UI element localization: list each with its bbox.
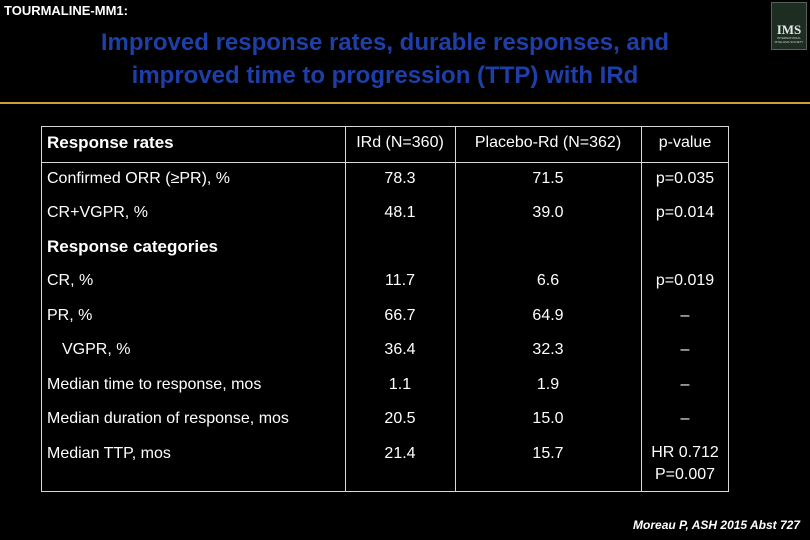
ttp-p-value: P=0.007 <box>654 466 716 483</box>
p-value: – <box>680 410 690 427</box>
p-value: – <box>680 341 690 358</box>
hazard-ratio: HR 0.712 <box>651 444 719 461</box>
header-ird: IRd (N=360) <box>356 134 444 151</box>
ird-value: 20.5 <box>384 410 416 427</box>
title-line-1: Improved response rates, durable respons… <box>100 29 670 56</box>
table-border-top <box>41 126 729 127</box>
ird-value: 11.7 <box>385 272 415 289</box>
row-label: CR, % <box>47 272 94 289</box>
placebo-value: 71.5 <box>532 170 564 187</box>
header-divider <box>41 162 729 163</box>
logo-mark: IMS <box>776 22 802 37</box>
ird-value: 21.4 <box>384 445 416 462</box>
row-label: PR, % <box>47 307 93 324</box>
logo-subtext: INTERNATIONAL MYELOMA SOCIETY <box>774 36 804 44</box>
col-divider-2 <box>455 126 456 492</box>
placebo-value: 15.0 <box>532 410 564 427</box>
row-label: CR+VGPR, % <box>47 204 148 221</box>
p-value: – <box>680 376 690 393</box>
placebo-value: 32.3 <box>532 341 564 358</box>
p-value: p=0.035 <box>655 170 715 187</box>
row-label: Median duration of response, mos <box>47 410 289 427</box>
row-label: Median time to response, mos <box>47 376 262 393</box>
placebo-value: 15.7 <box>532 445 564 462</box>
row-label: Median TTP, mos <box>47 445 171 462</box>
response-table: Response rates IRd (N=360) Placebo-Rd (N… <box>41 126 729 492</box>
header-pvalue: p-value <box>658 134 712 151</box>
title-divider <box>0 102 810 104</box>
conference-label: TOURMALINE-MM1: <box>4 3 128 18</box>
col-divider-3 <box>641 126 642 492</box>
row-label: VGPR, % <box>62 341 131 358</box>
ird-value: 48.1 <box>384 204 416 221</box>
citation: Moreau P, ASH 2015 Abst 727 <box>633 518 800 532</box>
p-value: HR 0.712 P=0.007 <box>641 442 729 486</box>
slide-title: Improved response rates, durable respons… <box>40 26 730 92</box>
header-placebo: Placebo-Rd (N=362) <box>474 134 622 151</box>
placebo-value: 6.6 <box>536 272 560 289</box>
title-line-2: improved time to progression (TTP) with … <box>131 62 639 89</box>
table-border-bottom <box>41 491 729 492</box>
placebo-value: 1.9 <box>536 376 560 393</box>
p-value: – <box>680 307 690 324</box>
placebo-value: 39.0 <box>532 204 564 221</box>
section-label: Response categories <box>47 237 219 256</box>
table-border-left <box>41 126 42 492</box>
header-response-rates: Response rates <box>47 133 174 152</box>
table-border-right <box>728 126 729 492</box>
ird-value: 78.3 <box>384 170 416 187</box>
ird-value: 36.4 <box>384 341 416 358</box>
ims-logo: IMS INTERNATIONAL MYELOMA SOCIETY <box>771 2 807 50</box>
ird-value: 1.1 <box>388 376 412 393</box>
p-value: p=0.014 <box>655 204 715 221</box>
placebo-value: 64.9 <box>532 307 564 324</box>
row-label: Confirmed ORR (≥PR), % <box>47 170 231 187</box>
ird-value: 66.7 <box>384 307 416 324</box>
col-divider-1 <box>345 126 346 492</box>
p-value: p=0.019 <box>655 272 715 289</box>
